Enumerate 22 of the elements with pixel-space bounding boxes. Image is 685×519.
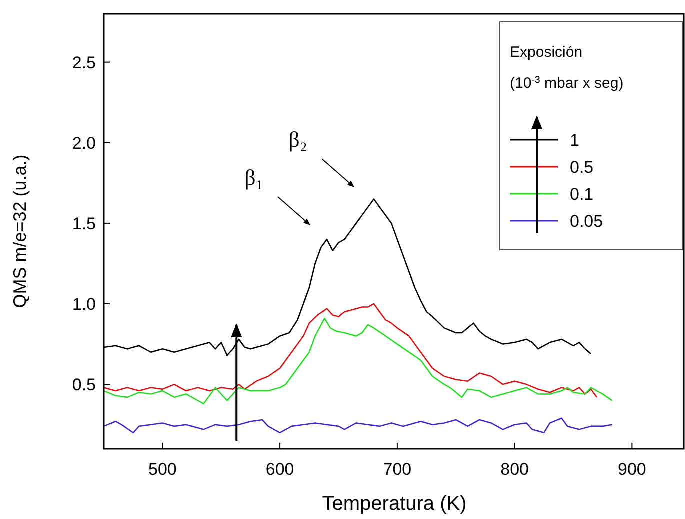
x-tick-label: 700 (383, 460, 412, 479)
x-tick-label: 800 (500, 460, 529, 479)
y-tick-label: 2.0 (72, 134, 96, 153)
x-axis-title: Temperatura (K) (322, 493, 467, 515)
y-tick-label: 1.5 (72, 214, 96, 234)
legend-label: 0.1 (570, 185, 594, 204)
legend-label: 0.5 (570, 158, 594, 177)
legend-label: 0.05 (570, 212, 604, 231)
legend-label: 1 (570, 131, 580, 150)
line-series (104, 303, 598, 398)
x-tick-label: 600 (266, 460, 294, 479)
y-tick-label: 0.5 (72, 376, 96, 395)
x-tick-label: 900 (618, 460, 646, 479)
legend-title: Exposición (10$^{-3}$ mbar x seg) (510, 44, 624, 92)
y-tick-label: 1.0 (72, 295, 96, 314)
y-tick-label: 2.5 (72, 53, 96, 72)
y-axis-title: QMS m/e=32 (u.a.) (10, 154, 30, 308)
annotation: β₂ (288, 127, 308, 152)
x-tick-label: 500 (148, 460, 177, 479)
line-series (104, 318, 613, 405)
annotation: β₁ (244, 165, 264, 190)
line-series (104, 418, 613, 434)
